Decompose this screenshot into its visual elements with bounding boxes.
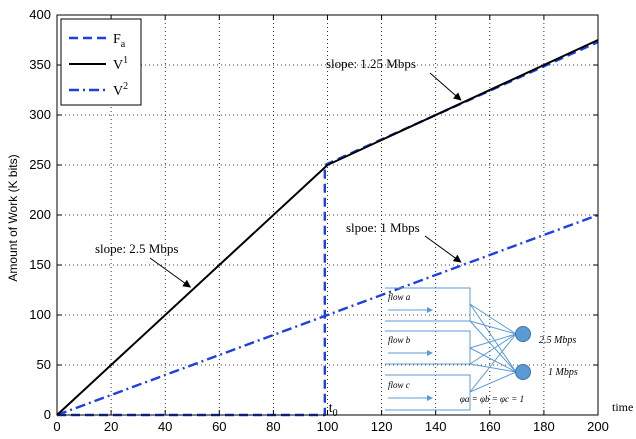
y-tick-label: 400 [29, 7, 51, 22]
legend-superscript: 2 [123, 81, 128, 92]
annotation-arrow-slope-1 [424, 235, 462, 263]
legend-subscript: a [121, 39, 126, 50]
flow-link [469, 371, 517, 393]
x-tick-label: 0 [53, 419, 60, 434]
y-tick-label: 200 [29, 207, 51, 222]
y-tick-label: 350 [29, 57, 51, 72]
flow-arrowhead [427, 307, 433, 313]
y-tick-label: 0 [44, 407, 51, 422]
legend-box [60, 18, 142, 106]
x-tick-label: 180 [533, 419, 555, 434]
legend-superscript: 1 [123, 55, 128, 66]
annotation-slope-25: slope: 2.5 Mbps [95, 241, 178, 256]
annotation-slope-1: slpoe: 1 Mbps [346, 220, 420, 235]
annotation-arrow-slope-25 [149, 257, 192, 288]
weights-label: φa = φb = φc = 1 [460, 394, 524, 404]
flow-link [469, 333, 517, 393]
plot-frame [56, 14, 599, 416]
y-tick-label: 100 [29, 307, 51, 322]
server-node-2 [515, 364, 531, 380]
y-tick-label: 50 [37, 357, 51, 372]
flow-link [469, 347, 517, 373]
y-tick-label: 250 [29, 157, 51, 172]
flow-label: flow c [388, 380, 410, 390]
annotation-arrow-slope-125 [429, 72, 462, 101]
x-axis-title: time (ms) [612, 400, 636, 414]
x-tick-label: 160 [479, 419, 501, 434]
flow-link [469, 303, 517, 335]
flow-arrowhead [427, 395, 433, 401]
server-node-1 [515, 326, 531, 342]
rate-label-1: 2.5 Mbps [539, 335, 576, 346]
annotation-slope-125: slope: 1.25 Mbps [326, 56, 416, 71]
t0-label: t0 [329, 401, 338, 419]
series-line-v1 [56, 39, 599, 416]
t0-subscript: 0 [333, 408, 338, 419]
flow-link [469, 363, 517, 373]
flow-label: flow a [388, 292, 411, 302]
series-line-v2 [56, 213, 599, 417]
x-tick-label: 100 [317, 419, 339, 434]
x-tick-label: 20 [104, 419, 118, 434]
flow-link [469, 333, 517, 349]
x-tick-label: 120 [371, 419, 393, 434]
x-tick-label: 80 [266, 419, 280, 434]
y-axis-title: Amount of Work (K bits) [6, 154, 20, 281]
annotations: slope: 2.5 Mbps slpoe: 1 Mbps slope: 1.25 … [95, 56, 462, 419]
axes [56, 14, 599, 416]
flow-diagram-inset: flow a flow b flow c 2.5 Mbps 1 Mbps φa = φb … [385, 287, 578, 411]
x-tick-label: 40 [158, 419, 172, 434]
flow-arrowhead [427, 350, 433, 356]
flow-link [469, 303, 517, 373]
y-tick-label: 150 [29, 257, 51, 272]
x-tick-label: 60 [212, 419, 226, 434]
x-tick-label: 200 [587, 419, 609, 434]
flow-label: flow b [388, 335, 411, 345]
y-tick-label: 300 [29, 107, 51, 122]
flow-link [469, 320, 517, 373]
flow-queue-box [385, 374, 471, 411]
tick-labels: 0 20 40 60 80 100 120 140 160 180 2000501001502002… [29, 7, 609, 434]
flow-link [469, 333, 517, 365]
x-tick-label: 140 [425, 419, 447, 434]
flow-link [469, 320, 517, 335]
rate-label-2: 1 Mbps [548, 367, 578, 378]
